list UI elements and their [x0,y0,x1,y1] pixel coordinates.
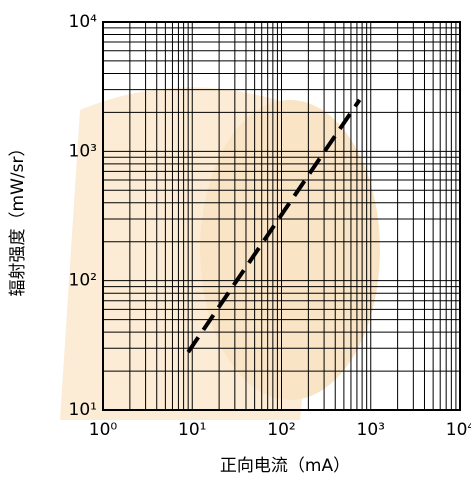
y-tick-label: 10³ [69,141,97,161]
y-axis-label: 辐射强度（mW/sr） [8,140,28,297]
y-tick-label: 10¹ [69,400,97,420]
x-axis-label: 正向电流（mA） [220,456,350,476]
x-tick-label: 10⁴ [446,420,471,440]
y-tick-label: 10² [69,271,97,291]
x-tick-label: 10⁰ [89,420,118,440]
x-tick-label: 10³ [357,420,385,440]
x-tick-label: 10¹ [178,420,206,440]
plot-frame [102,21,461,411]
y-tick-label: 10⁴ [69,12,98,32]
x-tick-label: 10² [267,420,295,440]
data-line [186,98,362,354]
